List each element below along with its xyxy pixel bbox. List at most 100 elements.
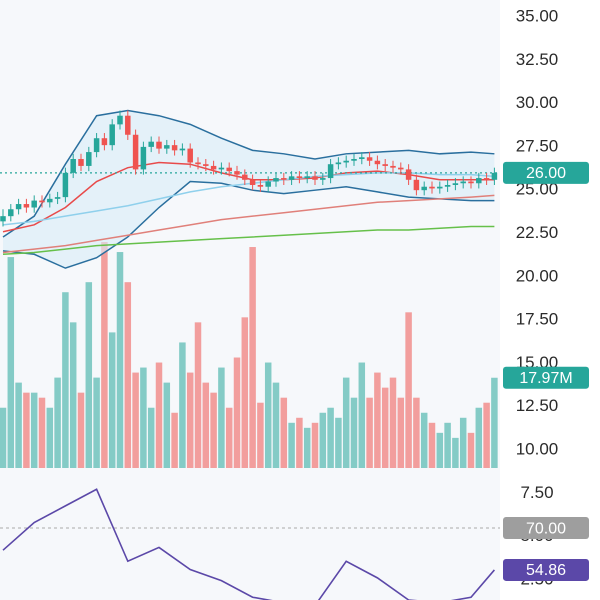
volume-bar: [452, 437, 459, 468]
volume-bar: [249, 247, 256, 468]
candle-body: [23, 204, 30, 208]
volume-bar: [366, 397, 373, 468]
volume-bar: [77, 392, 85, 468]
candle-body: [327, 164, 334, 179]
candle-body: [343, 160, 349, 163]
y-tick-label: 32.50: [516, 50, 559, 69]
volume-bar: [420, 412, 428, 468]
candle-body: [101, 138, 108, 146]
candle-body: [483, 178, 490, 180]
volume-bar: [69, 322, 77, 468]
y-tick-label: 17.50: [516, 310, 559, 329]
candle-body: [234, 171, 240, 175]
candle-body: [0, 216, 6, 222]
candle-body: [405, 169, 412, 180]
candle-body: [62, 172, 69, 198]
volume-bar: [257, 402, 264, 468]
y-tick-label: 35.00: [516, 6, 559, 25]
rsi-level-badge-box: [503, 517, 589, 540]
volume-bar: [23, 392, 30, 468]
candle-body: [468, 181, 474, 184]
y-tick-label: 7.50: [520, 483, 553, 502]
volume-bar: [272, 382, 280, 468]
candle-body: [437, 186, 443, 189]
candle-body: [413, 179, 420, 191]
volume-bar: [436, 432, 444, 468]
volume-bar: [303, 427, 311, 468]
volume-badge-box: [503, 366, 589, 389]
candle-body: [374, 160, 381, 165]
y-tick-label: 22.50: [516, 223, 559, 242]
y-tick-label: 12.50: [516, 396, 559, 415]
candle-body: [288, 176, 295, 180]
candle-body: [47, 198, 53, 203]
candle-body: [70, 159, 76, 173]
candle-body: [210, 165, 217, 170]
candle-body: [54, 197, 61, 199]
candle-body: [273, 178, 279, 182]
candle-body: [156, 141, 162, 149]
volume-bar: [179, 342, 186, 468]
candle-body: [281, 178, 287, 180]
candle-body: [320, 178, 326, 180]
candle-body: [8, 209, 14, 217]
volume-bar: [389, 377, 397, 468]
volume-bar: [397, 397, 405, 468]
volume-bar: [381, 387, 389, 468]
candle-body: [421, 186, 427, 191]
volume-bar: [186, 372, 194, 468]
candle-body: [171, 145, 178, 151]
y-tick-label: 10.00: [516, 439, 559, 458]
volume-bar: [296, 417, 303, 468]
candle-body: [296, 176, 303, 179]
candle-body: [491, 172, 498, 180]
volume-bar: [202, 382, 210, 468]
candle-body: [15, 204, 22, 210]
candle-body: [390, 165, 396, 168]
volume-bar: [280, 397, 288, 468]
volume-bar: [62, 292, 69, 468]
candle-body: [148, 141, 154, 147]
volume-bar: [319, 412, 327, 468]
y-tick-label: 20.00: [516, 266, 559, 285]
volume-bar: [124, 282, 132, 468]
price-axis: 35.00 32.50 30.00 27.50 25.00 22.50 20.00 17.50…: [503, 6, 589, 588]
candle-body: [351, 159, 357, 161]
candle-body: [359, 157, 365, 160]
volume-bar: [171, 412, 178, 468]
volume-bar: [54, 377, 61, 468]
volume-bar: [163, 382, 171, 468]
volume-bar: [342, 377, 350, 468]
volume-bar: [225, 407, 233, 468]
volume-bar: [85, 282, 93, 468]
volume-bar: [46, 407, 54, 468]
volume-bar: [155, 362, 163, 468]
indicator-line: [2, 109, 495, 238]
volume-bar: [93, 377, 100, 468]
volume-bar: [311, 422, 319, 468]
volume-bar: [444, 422, 451, 468]
volume-bar: [194, 322, 202, 468]
volume-bar: [218, 367, 225, 468]
candle-body: [86, 152, 92, 166]
candle-body: [366, 157, 373, 161]
volume-bar: [358, 362, 366, 468]
plot-area: [0, 109, 500, 600]
candle-body: [429, 186, 435, 189]
indicator-line: [2, 194, 495, 254]
volume-bar: [140, 367, 147, 468]
candle-body: [93, 138, 100, 153]
candle-body: [257, 184, 264, 187]
volume-bar: [428, 422, 436, 468]
candle-body: [249, 179, 256, 185]
candle-body: [109, 124, 115, 146]
candle-body: [444, 184, 451, 187]
volume-bar: [38, 397, 46, 468]
candle-body: [39, 200, 45, 203]
rsi-badge-box: [503, 558, 589, 581]
volume-bar: [30, 392, 38, 468]
candle-body: [398, 167, 404, 170]
volume-bar: [467, 432, 475, 468]
volume-bar: [147, 407, 155, 468]
candle-body: [382, 164, 388, 166]
